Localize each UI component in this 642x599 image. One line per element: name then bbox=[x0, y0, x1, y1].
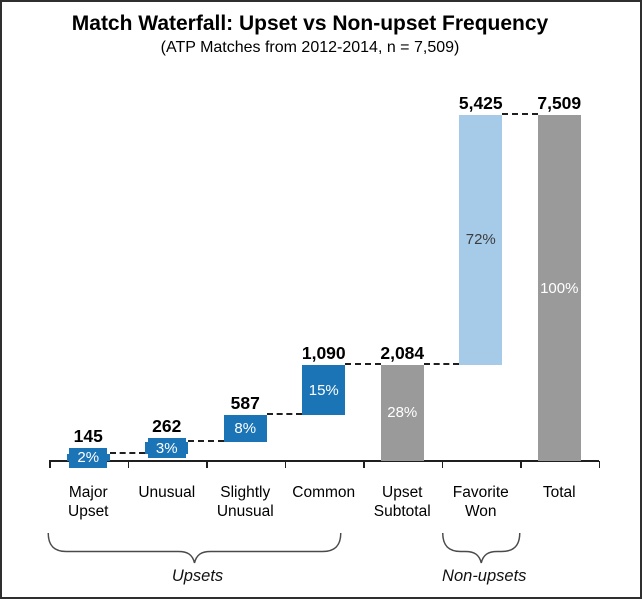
axis-tick bbox=[598, 461, 600, 468]
value-label-upset-subtotal: 2,084 bbox=[380, 342, 425, 363]
axis-tick bbox=[284, 461, 286, 468]
chart-subtitle: (ATP Matches from 2012-2014, n = 7,509) bbox=[160, 39, 460, 56]
category-label-line: Upset bbox=[382, 484, 423, 501]
category-label-line: Major bbox=[68, 484, 108, 501]
connector-unusual bbox=[188, 440, 224, 443]
percent-label-upset-subtotal: 28% bbox=[387, 404, 418, 422]
axis-tick bbox=[520, 461, 522, 468]
value-label-slightly-unusual: 587 bbox=[230, 393, 260, 414]
category-label-unusual: Unusual bbox=[122, 483, 212, 502]
brace-upsets bbox=[47, 532, 342, 564]
category-label-major-upset: Major Upset bbox=[43, 483, 133, 521]
category-label-line: Unusual bbox=[216, 503, 274, 520]
axis-tick bbox=[49, 461, 51, 468]
axis-tick bbox=[441, 461, 443, 468]
percent-label-favorite-won: 72% bbox=[465, 231, 496, 249]
connector-upset-subtotal bbox=[423, 362, 460, 365]
category-label-upset-subtotal: Upset Subtotal bbox=[357, 483, 447, 521]
category-label-total: Total bbox=[514, 483, 604, 502]
percent-label-slightly-unusual: 8% bbox=[234, 420, 257, 438]
bar-upset-subtotal bbox=[380, 364, 424, 461]
axis-tick bbox=[363, 461, 365, 468]
value-label-major-upset: 145 bbox=[73, 425, 103, 446]
category-label-common: Common bbox=[279, 483, 369, 502]
category-label-favorite-won: Favorite Won bbox=[436, 483, 526, 521]
connector-favorite-won bbox=[502, 113, 538, 115]
category-label-line: Common bbox=[292, 484, 356, 501]
value-label-unusual: 262 bbox=[152, 416, 182, 437]
connector-major-upset bbox=[109, 452, 146, 455]
bar-common bbox=[302, 364, 346, 416]
bar-slightly-unusual bbox=[223, 415, 267, 443]
category-label-line: Won bbox=[464, 503, 497, 520]
percent-label-unusual: 3% bbox=[147, 438, 186, 459]
percent-label-common: 15% bbox=[308, 381, 339, 399]
bar-total bbox=[537, 115, 581, 461]
category-label-line: Subtotal bbox=[373, 503, 431, 520]
axis-tick bbox=[206, 461, 208, 468]
chart-title: Match Waterfall: Upset vs Non-upset Freq… bbox=[71, 12, 549, 35]
connector-common bbox=[345, 362, 381, 365]
category-label-line: Upset bbox=[68, 503, 109, 520]
percent-label-total: 100% bbox=[540, 279, 579, 297]
value-label-common: 1,090 bbox=[301, 342, 346, 363]
axis-tick bbox=[127, 461, 129, 468]
category-label-line: Favorite bbox=[452, 484, 509, 501]
percent-label-major-upset: 2% bbox=[69, 447, 108, 468]
connector-slightly-unusual bbox=[266, 413, 303, 416]
bar-favorite-won bbox=[459, 115, 503, 365]
category-label-line: Unusual bbox=[138, 484, 196, 501]
value-label-total: 7,509 bbox=[537, 93, 582, 113]
value-label-favorite-won: 5,425 bbox=[458, 93, 503, 113]
x-axis-line bbox=[49, 460, 599, 462]
category-label-line: Total bbox=[542, 484, 576, 501]
group-label-non-upsets: Non-upsets bbox=[442, 567, 527, 585]
category-label-slightly-unusual: Slightly Unusual bbox=[200, 483, 290, 521]
brace-non-upsets bbox=[442, 532, 521, 564]
group-label-upsets: Upsets bbox=[171, 567, 224, 585]
category-label-line: Slightly bbox=[220, 484, 271, 501]
